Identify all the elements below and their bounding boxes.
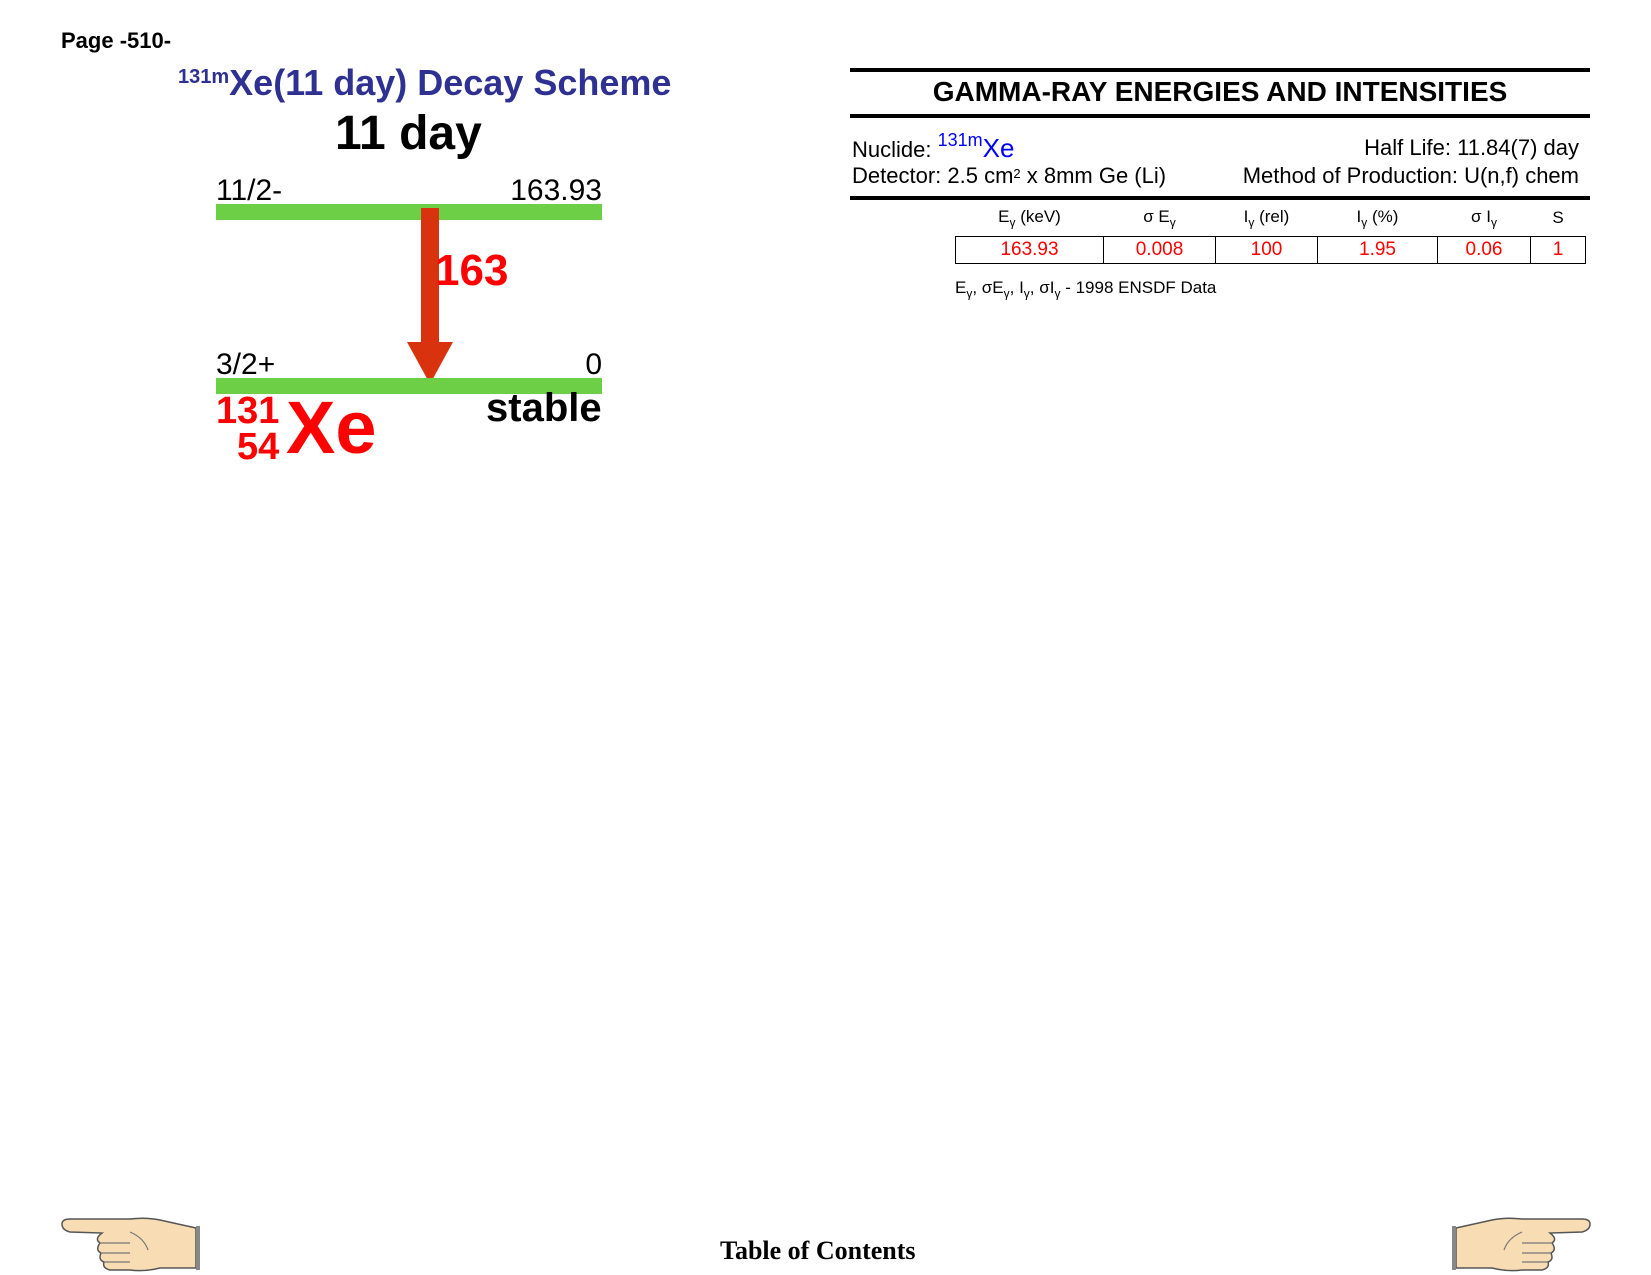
table-heading: GAMMA-RAY ENERGIES AND INTENSITIES [932,76,1508,107]
table-header-row: Eγ (keV) σ Eγ Iγ (rel) Iγ (%) σ Iγ S [956,206,1586,237]
decay-scheme-title: 131mXe(11 day) Decay Scheme [178,62,671,104]
table-row: 163.93 0.008 100 1.95 0.06 1 [955,236,1586,264]
col-header-energy-uncertainty: σ Eγ [1143,206,1176,230]
lower-level-line [216,378,602,394]
upper-level-spin: 11/2- [216,174,283,207]
cell-energy-uncertainty: 0.008 [1103,236,1216,264]
col-header-intensity-uncertainty: σ Iγ [1471,206,1497,230]
cell-relative-intensity: 100 [1215,236,1318,264]
pointing-hand-right-icon[interactable] [1450,1216,1592,1272]
nuclide-label: Nuclide: [852,137,932,162]
cell-s: 1 [1530,236,1586,264]
title-mass-superscript: 131m [178,66,230,88]
arrow-head [407,342,453,384]
daughter-symbol: Xe [286,386,377,469]
detector-detail: x 8mm Ge (Li) [1020,163,1167,188]
gamma-energy-label: 163 [435,246,509,295]
nuclide-mass-superscript: 131m [937,130,983,150]
footnote-source: 1998 ENSDF Data [1075,278,1217,297]
production-method-text: Method of Production: U(n,f) chem [1242,163,1579,188]
nuclide-symbol: Xe [982,133,1015,163]
daughter-mass-number: 131 [216,390,280,432]
nuclide-value: 131mXe [938,130,1015,163]
col-header-relative-intensity: Iγ (rel) [1243,206,1290,230]
parent-halflife: 11 day [335,107,482,160]
cell-energy: 163.93 [955,236,1104,264]
daughter-atomic-number: 54 [237,426,280,468]
daughter-status: stable [486,386,602,430]
table-of-contents-link[interactable]: Table of Contents [720,1236,916,1265]
lower-level-spin: 3/2+ [216,348,276,381]
detector-label: Detector: 2.5 cm [852,163,1014,188]
pointing-hand-left-icon[interactable] [60,1216,202,1272]
table-heading-rule [850,114,1590,118]
detector-text: Detector: 2.5 cm2 x 8mm Ge (Li) [852,163,1166,189]
half-life-text: Half Life: 11.84(7) day [1364,135,1579,160]
nuclide-line: Nuclide: 131mXe [852,130,1015,164]
page-number: Page -510- [61,28,172,53]
info-bottom-rule [850,196,1590,200]
title-text: Xe(11 day) Decay Scheme [229,62,672,103]
arrow-shaft [421,208,439,344]
gamma-data-table: Eγ (keV) σ Eγ Iγ (rel) Iγ (%) σ Iγ S 163… [955,206,1586,264]
col-header-s: S [1552,208,1564,227]
lower-level-energy: 0 [585,348,602,381]
gamma-transition-arrow [407,208,453,384]
upper-level-energy: 163.93 [510,174,602,207]
upper-level-line [216,204,602,220]
table-footnote: Eγ, σEγ, Iγ, σIγ - 1998 ENSDF Data [955,278,1217,301]
cell-percent-intensity: 1.95 [1317,236,1438,264]
col-header-energy: Eγ (keV) [998,206,1061,230]
detector-superscript: 2 [1013,166,1021,181]
cell-intensity-uncertainty: 0.06 [1437,236,1531,264]
col-header-percent-intensity: Iγ (%) [1356,206,1399,230]
table-top-rule [850,68,1590,72]
